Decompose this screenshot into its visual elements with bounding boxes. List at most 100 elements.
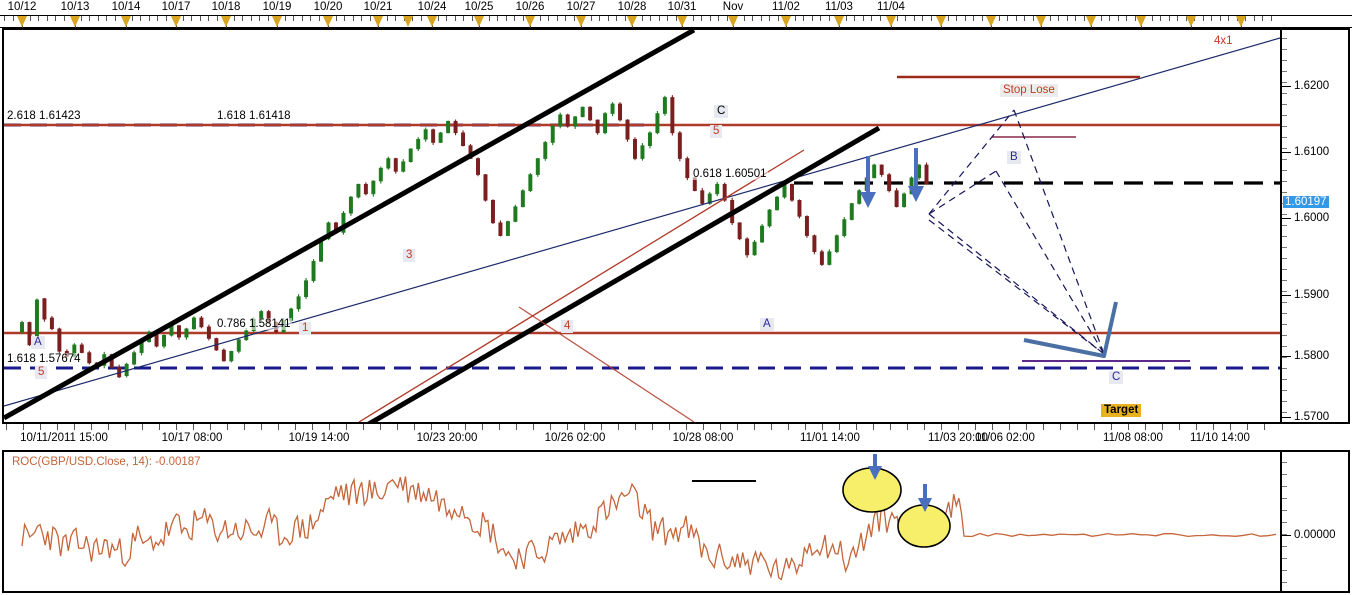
- red-trendline-2[interactable]: [518, 306, 695, 422]
- minor-tick-mark: [1282, 269, 1287, 270]
- candlestick: [42, 297, 47, 322]
- highlight-ellipse-2[interactable]: [897, 504, 951, 548]
- minor-tick-mark: [1282, 192, 1287, 193]
- minor-tick-mark: [1282, 280, 1287, 281]
- minor-tick-mark: [1282, 462, 1287, 463]
- tick: [752, 16, 753, 21]
- tick: [931, 16, 932, 21]
- wave-label: 5: [710, 125, 723, 138]
- tick: [1152, 16, 1153, 21]
- tick: [744, 16, 745, 21]
- forecast-hook[interactable]: [1023, 301, 1118, 358]
- tick: [1247, 424, 1248, 430]
- minor-tick-mark: [1282, 401, 1287, 402]
- day-session-marker: [1186, 16, 1196, 27]
- price-axis[interactable]: 1.6200 1.6100 1.6000 1.5900 1.5800 1.5700 1.6…: [1280, 30, 1348, 422]
- indicator-axis[interactable]: 0.00000: [1280, 452, 1348, 591]
- tick: [550, 424, 551, 430]
- candlestick: [206, 324, 211, 341]
- day-session-marker: [728, 16, 738, 27]
- tick: [329, 424, 330, 430]
- fib-level-label: 0.786 1.58141: [216, 318, 292, 330]
- projection-path-group[interactable]: [928, 109, 1105, 355]
- tick: [319, 16, 320, 21]
- candlestick: [162, 334, 167, 349]
- candlestick: [588, 106, 593, 122]
- target-label: Target: [1101, 404, 1142, 417]
- candlestick: [363, 182, 368, 196]
- minor-tick-mark: [1282, 313, 1287, 314]
- fib-level-label: 0.618 1.60501: [692, 168, 768, 180]
- tick: [1262, 16, 1263, 21]
- tick: [999, 16, 1000, 21]
- trend-channel-lower[interactable]: [324, 125, 881, 422]
- tick: [89, 16, 90, 21]
- tick: [958, 424, 959, 430]
- tick: [795, 16, 796, 21]
- price-chart-pane[interactable]: 2.618 1.61423 1.618 1.61418 0.618 1.60501 0…: [2, 28, 1350, 424]
- minor-tick-mark: [1282, 546, 1287, 547]
- wave-label: 1: [299, 322, 312, 335]
- indicator-plot-area[interactable]: [4, 452, 1280, 591]
- trend-channel-upper[interactable]: [4, 30, 696, 421]
- candlestick: [191, 316, 196, 330]
- tick: [1264, 424, 1265, 430]
- tick: [907, 424, 908, 430]
- candlestick: [745, 237, 750, 258]
- candlestick: [438, 131, 443, 144]
- price-plot-area[interactable]: 2.618 1.61423 1.618 1.61418 0.618 1.60501 0…: [4, 30, 1280, 422]
- indicator-pane[interactable]: ROC(GBP/USD.Close, 14): -0.00187: [2, 450, 1350, 593]
- tick: [414, 424, 415, 430]
- day-session-marker: [171, 16, 181, 27]
- candlestick: [199, 316, 204, 329]
- minor-tick-mark: [1282, 302, 1287, 303]
- candlestick: [386, 156, 391, 170]
- tick: [106, 16, 107, 21]
- minor-tick-mark: [1282, 49, 1287, 50]
- tick: [778, 16, 779, 21]
- indicator-overlay-layer[interactable]: [4, 452, 1280, 591]
- tick: [1135, 16, 1136, 21]
- minor-tick-mark: [1282, 357, 1287, 358]
- candlestick: [872, 163, 877, 179]
- minor-tick-mark: [1282, 368, 1287, 369]
- tick: [74, 424, 75, 430]
- candlestick: [20, 320, 24, 334]
- top-date-ruler[interactable]: 10/12 10/13 10/14 10/17 10/18 10/19 10/20 10/21…: [0, 0, 1352, 28]
- roc-line-series: [21, 476, 1277, 581]
- tick: [191, 16, 192, 21]
- tick: [1271, 16, 1272, 21]
- tick: [812, 16, 813, 21]
- candlestick: [655, 110, 660, 135]
- red-trendline-1[interactable]: [358, 149, 805, 422]
- tick: [91, 424, 92, 430]
- tick: [820, 16, 821, 21]
- time-axis-label: 10/26 02:00: [544, 432, 606, 444]
- tick: [370, 16, 371, 21]
- indicator-arrow-down-1[interactable]: [868, 454, 882, 480]
- gann-fan-4x1[interactable]: [4, 37, 1280, 407]
- tick: [1126, 16, 1127, 21]
- time-axis[interactable]: 10/11/2011 15:00 10/17 08:00 10/19 14:00 10…: [2, 424, 1350, 450]
- tick: [1077, 424, 1078, 430]
- signal-arrow-down-1[interactable]: [860, 156, 876, 208]
- tick: [616, 16, 617, 21]
- minor-tick-mark: [1282, 570, 1287, 571]
- signal-arrow-down-2[interactable]: [908, 148, 924, 202]
- tick: [1128, 424, 1129, 430]
- highlight-ellipse-1[interactable]: [842, 467, 902, 513]
- wave-label: C: [1109, 371, 1124, 384]
- candlestick: [177, 324, 181, 340]
- top-tick-strip: [0, 15, 1352, 28]
- candlestick: [767, 208, 772, 228]
- tick: [217, 16, 218, 21]
- tick: [839, 424, 840, 430]
- tick: [472, 16, 473, 21]
- indicator-arrow-down-2[interactable]: [918, 484, 932, 512]
- tick: [47, 16, 48, 21]
- minor-tick-mark: [1282, 258, 1287, 259]
- top-date-label: 10/24: [417, 1, 447, 13]
- drawing-overlay-layer[interactable]: [4, 30, 1280, 422]
- minor-tick-mark: [1282, 522, 1287, 523]
